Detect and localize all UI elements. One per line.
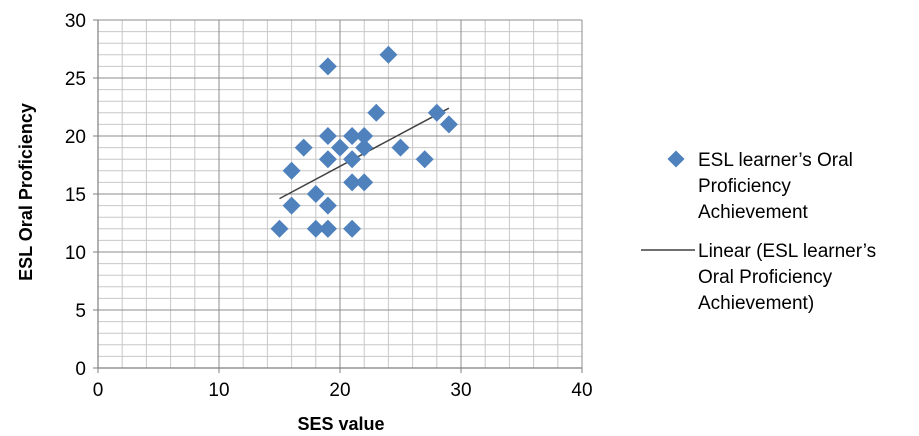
- tick-labels: 0 5 10 15 20 25 30 0 10 20 30 40: [65, 11, 593, 401]
- data-point: [306, 185, 325, 203]
- data-point: [318, 127, 337, 145]
- y-tick-label: 25: [65, 69, 86, 90]
- x-tick-label: 30: [450, 380, 471, 401]
- data-point: [306, 219, 325, 238]
- y-axis-title: ESL Oral Proficiency: [16, 103, 36, 281]
- legend-label-trendline-line-3: Achievement): [698, 293, 814, 314]
- data-point: [318, 219, 337, 238]
- data-point: [318, 150, 337, 169]
- legend-label-scatter-line-3: Achievement: [698, 202, 809, 223]
- data-point: [355, 138, 374, 157]
- data-point: [343, 219, 362, 238]
- data-point: [318, 57, 337, 76]
- x-tick-label: 0: [93, 380, 104, 401]
- data-point: [294, 138, 313, 157]
- y-tick-label: 20: [65, 127, 86, 148]
- major-gridlines: [98, 19, 583, 368]
- data-point: [391, 138, 410, 157]
- x-tick-label: 20: [329, 380, 350, 401]
- data-point: [343, 173, 362, 192]
- legend-label-trendline-line-1: Linear (ESL learner’s: [698, 241, 876, 262]
- data-point: [270, 219, 289, 238]
- data-point: [367, 103, 386, 122]
- data-point: [355, 173, 374, 192]
- y-tick-label: 5: [75, 301, 86, 322]
- y-tick-label: 30: [65, 11, 86, 32]
- axes: [93, 19, 583, 373]
- legend-marker-diamond: [667, 150, 685, 168]
- x-axis-title: SES value: [297, 414, 384, 434]
- y-tick-label: 15: [65, 185, 86, 206]
- x-tick-label: 10: [208, 380, 229, 401]
- data-point: [343, 127, 362, 145]
- data-points: [270, 45, 458, 238]
- data-point: [318, 196, 337, 215]
- x-tick-label: 40: [571, 380, 592, 401]
- data-point: [427, 103, 446, 122]
- data-point: [343, 150, 362, 169]
- data-point: [282, 196, 301, 215]
- y-tick-label: 0: [75, 359, 86, 380]
- legend: ESL learner’s Oral Proficiency Achieveme…: [641, 150, 876, 314]
- y-tick-label: 10: [65, 243, 86, 264]
- legend-label-trendline-line-2: Oral Proficiency: [698, 267, 833, 288]
- data-point: [331, 138, 349, 157]
- data-point: [439, 115, 458, 134]
- data-point: [282, 161, 301, 180]
- data-point: [379, 45, 398, 64]
- data-point: [355, 127, 374, 145]
- legend-label-scatter-line-2: Proficiency: [698, 176, 791, 197]
- data-point: [415, 150, 434, 169]
- legend-label-scatter-line-1: ESL learner’s Oral: [698, 150, 853, 171]
